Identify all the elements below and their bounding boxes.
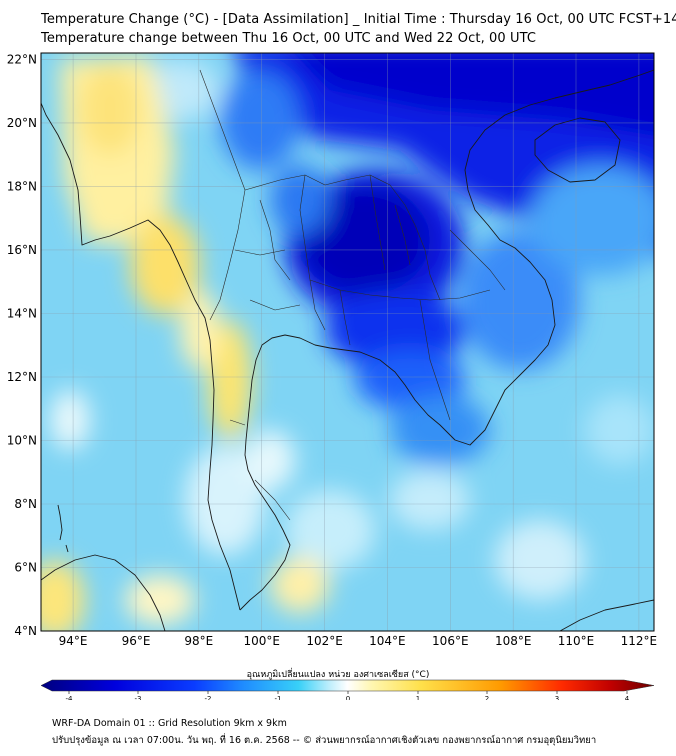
lon-tick-98: 98°E: [184, 634, 213, 648]
lon-tick-100: 100°E: [243, 634, 280, 648]
temperature-field: [41, 53, 654, 631]
colorbar: -4 -3 -2 -1 0 1 2 3 4: [40, 679, 655, 700]
lon-tick-96: 96°E: [122, 634, 151, 648]
lat-tick-4: 4°N: [14, 624, 37, 638]
colorbar-tick-1: 1: [416, 695, 420, 700]
lat-tick-14: 14°N: [7, 307, 37, 321]
colorbar-scale: [40, 679, 655, 692]
colorbar-tick-4: 4: [625, 695, 630, 700]
footer-credit: ปรับปรุงข้อมูล ณ เวลา 07:00น. วัน พฤ. ที…: [52, 735, 597, 746]
lat-tick-18: 18°N: [7, 179, 37, 193]
figure-subtitle: Temperature change between Thu 16 Oct, 0…: [41, 31, 537, 46]
lat-tick-10: 10°N: [7, 434, 37, 448]
admin-borders: [199, 69, 506, 521]
colorbar-tick-marks: [68, 691, 628, 694]
temperature-change-map: 22°N 20°N 18°N 16°N 14°N 12°N 10°N 8°N 6…: [7, 52, 657, 700]
lon-tick-102: 102°E: [306, 634, 343, 648]
colorbar-tick-neg2: -2: [205, 695, 212, 700]
lon-tick-112: 112°E: [621, 634, 658, 648]
colorbar-tick-0: 0: [346, 695, 350, 700]
lon-tick-110: 110°E: [558, 634, 595, 648]
lat-tick-20: 20°N: [7, 116, 37, 130]
colorbar-tick-neg3: -3: [135, 695, 142, 700]
footer-model-info: WRF-DA Domain 01 :: Grid Resolution 9km …: [52, 718, 287, 729]
lon-tick-94: 94°E: [59, 634, 88, 648]
figure-title: Temperature Change (°C) - [Data Assimila…: [41, 12, 676, 27]
lat-tick-6: 6°N: [14, 561, 37, 575]
latitude-tick-labels: 22°N 20°N 18°N 16°N 14°N 12°N 10°N 8°N 6…: [7, 52, 37, 638]
lon-tick-104: 104°E: [369, 634, 406, 648]
colorbar-tick-3: 3: [555, 695, 559, 700]
colorbar-label: อุณหภูมิเปลี่ยนแปลง หน่วย องศาเซลเซียส (…: [246, 670, 430, 680]
colorbar-tick-neg4: -4: [66, 695, 74, 700]
lon-tick-106: 106°E: [432, 634, 469, 648]
lat-tick-16: 16°N: [7, 243, 37, 257]
colorbar-tick-2: 2: [485, 695, 489, 700]
longitude-tick-labels: 94°E 96°E 98°E 100°E 102°E 104°E 106°E 1…: [59, 634, 657, 648]
lon-tick-108: 108°E: [495, 634, 532, 648]
colorbar-tick-neg1: -1: [275, 695, 282, 700]
lat-tick-22: 22°N: [7, 52, 37, 66]
coastlines: [41, 69, 654, 631]
map-frame: [40, 52, 655, 632]
lat-tick-12: 12°N: [7, 370, 37, 384]
graticule: [41, 53, 654, 631]
lat-tick-8: 8°N: [14, 497, 37, 511]
